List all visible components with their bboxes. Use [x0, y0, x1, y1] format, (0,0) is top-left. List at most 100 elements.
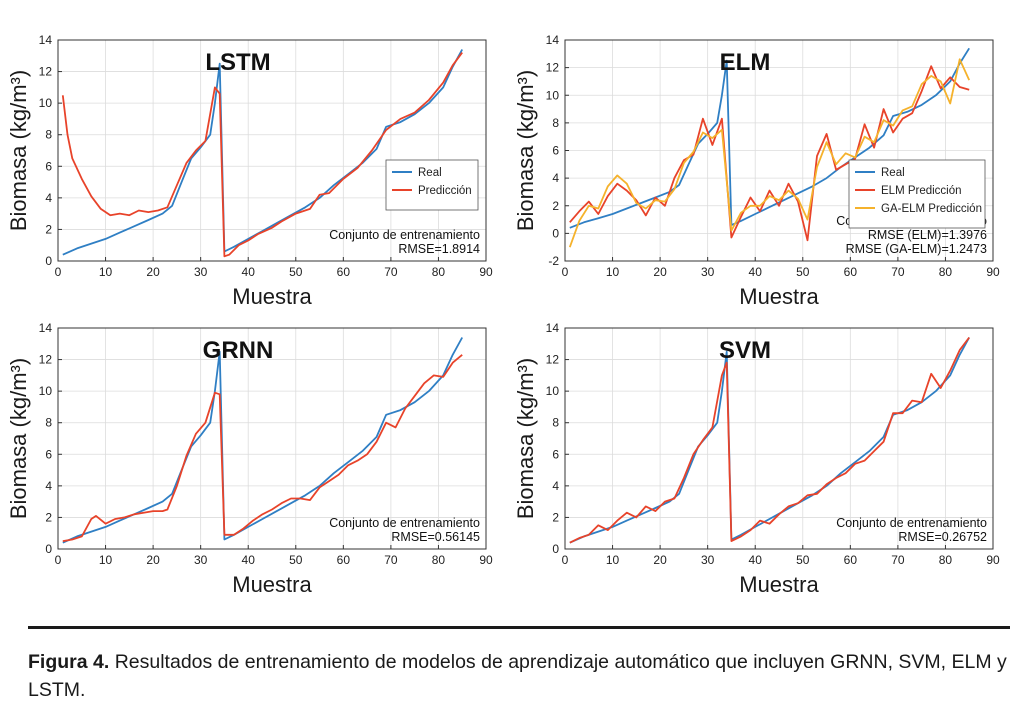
- y-axis-label: Biomasa (kg/m³): [513, 358, 538, 519]
- x-tick-label: 30: [701, 553, 715, 567]
- axes-frame: [57, 327, 487, 550]
- y-tick-label: 8: [45, 416, 52, 430]
- axes-frame: [57, 39, 487, 262]
- x-tick-label: 50: [796, 553, 810, 567]
- x-tick-label: 10: [99, 553, 113, 567]
- y-tick-label: 12: [546, 61, 560, 75]
- y-tick-label: 4: [552, 479, 559, 493]
- y-tick-label: 2: [552, 199, 559, 213]
- legend-entry: GA-ELM Predicción: [881, 203, 982, 215]
- y-tick-label: 4: [552, 171, 559, 185]
- annotation-text: Conjunto de entrenamiento: [329, 228, 480, 242]
- plot-area: [58, 40, 486, 261]
- y-tick-label: 12: [39, 65, 53, 79]
- x-tick-label: 0: [55, 265, 62, 279]
- y-tick-label: 10: [546, 384, 560, 398]
- y-tick-label: -2: [548, 254, 559, 268]
- x-axis-label: Muestra: [232, 284, 312, 309]
- y-tick-label: 6: [45, 159, 52, 173]
- x-tick-label: 60: [844, 553, 858, 567]
- x-tick-label: 10: [606, 553, 620, 567]
- legend-entry: Predicción: [418, 185, 472, 197]
- x-tick-label: 50: [289, 553, 303, 567]
- y-tick-label: 0: [552, 542, 559, 556]
- x-tick-label: 20: [653, 553, 667, 567]
- caption-label: Figura 4.: [28, 651, 110, 673]
- chart-title: LSTM: [205, 49, 270, 76]
- y-tick-label: 14: [39, 33, 53, 47]
- x-tick-label: 30: [701, 265, 715, 279]
- annotation-text: RMSE=1.8914: [398, 242, 480, 256]
- y-tick-label: 14: [546, 321, 560, 335]
- caption-divider: [28, 626, 1010, 629]
- y-tick-label: 4: [45, 479, 52, 493]
- x-tick-label: 70: [384, 265, 398, 279]
- chart-panel-elm: 0 10 20 30 40 50 60 70 80 90-202468101214MuestraB…: [513, 33, 1000, 309]
- legend-entry: Real: [881, 167, 905, 179]
- y-tick-label: 12: [39, 353, 53, 367]
- annotation-text: RMSE (GA-ELM)=1.2473: [846, 242, 987, 256]
- legend: Real Predicción: [385, 159, 479, 211]
- x-axis-label: Muestra: [739, 572, 819, 597]
- x-tick-label: 60: [337, 553, 351, 567]
- legend: Real ELM Predicción GA-ELM Predicción: [848, 159, 986, 229]
- y-tick-label: 0: [45, 542, 52, 556]
- chart-title: SVM: [719, 337, 771, 364]
- x-tick-label: 40: [242, 265, 256, 279]
- x-tick-label: 90: [479, 553, 493, 567]
- y-tick-label: 10: [39, 96, 53, 110]
- y-tick-label: 8: [552, 116, 559, 130]
- x-tick-label: 40: [749, 265, 763, 279]
- y-tick-label: 6: [552, 447, 559, 461]
- x-tick-label: 60: [844, 265, 858, 279]
- y-tick-label: 14: [39, 321, 53, 335]
- x-tick-label: 0: [562, 553, 569, 567]
- x-tick-label: 80: [432, 553, 446, 567]
- y-tick-label: 2: [552, 510, 559, 524]
- y-axis-label: Biomasa (kg/m³): [6, 358, 31, 519]
- y-tick-label: 10: [546, 88, 560, 102]
- annotation-text: RMSE=0.26752: [898, 530, 987, 544]
- x-tick-label: 80: [939, 553, 953, 567]
- y-tick-label: 6: [45, 447, 52, 461]
- y-tick-label: 4: [45, 191, 52, 205]
- y-tick-label: 14: [546, 33, 560, 47]
- y-tick-label: 2: [45, 222, 52, 236]
- series-line-1: [62, 354, 463, 542]
- x-tick-label: 70: [891, 265, 905, 279]
- legend-entry: Real: [418, 167, 442, 179]
- x-tick-label: 70: [891, 553, 905, 567]
- series-line-1: [569, 336, 970, 544]
- x-tick-label: 60: [337, 265, 351, 279]
- x-tick-label: 40: [242, 553, 256, 567]
- plot-area: [58, 328, 486, 549]
- plot-area: [565, 328, 993, 549]
- y-tick-label: 2: [45, 510, 52, 524]
- y-tick-label: 12: [546, 353, 560, 367]
- y-tick-label: 0: [45, 254, 52, 268]
- figure-caption: Figura 4. Resultados de entrenamiento de…: [28, 648, 1008, 704]
- series-line-1: [569, 65, 970, 242]
- chart-panel-svm: 0 10 20 30 40 50 60 70 80 90 0 2 4 6 8 10 12 14 Muestra Bio…: [513, 321, 1000, 597]
- x-tick-label: 40: [749, 553, 763, 567]
- annotation-text: RMSE=0.56145: [391, 530, 480, 544]
- x-tick-label: 70: [384, 553, 398, 567]
- x-tick-label: 80: [939, 265, 953, 279]
- caption-text: Resultados de entrenamiento de modelos d…: [28, 651, 1007, 701]
- x-tick-label: 30: [194, 553, 208, 567]
- y-axis-label: Biomasa (kg/m³): [513, 70, 538, 231]
- x-tick-label: 0: [55, 553, 62, 567]
- x-tick-label: 90: [479, 265, 493, 279]
- x-axis-label: Muestra: [232, 572, 312, 597]
- series-line-1: [61, 52, 463, 258]
- series-line-2: [568, 58, 971, 248]
- x-tick-label: 20: [146, 265, 160, 279]
- y-axis-label: Biomasa (kg/m³): [6, 70, 31, 231]
- x-tick-label: 0: [562, 265, 569, 279]
- y-tick-label: 8: [45, 128, 52, 142]
- x-tick-label: 30: [194, 265, 208, 279]
- x-tick-label: 20: [653, 265, 667, 279]
- x-tick-label: 20: [146, 553, 160, 567]
- x-tick-label: 80: [432, 265, 446, 279]
- legend-entry: ELM Predicción: [881, 185, 962, 197]
